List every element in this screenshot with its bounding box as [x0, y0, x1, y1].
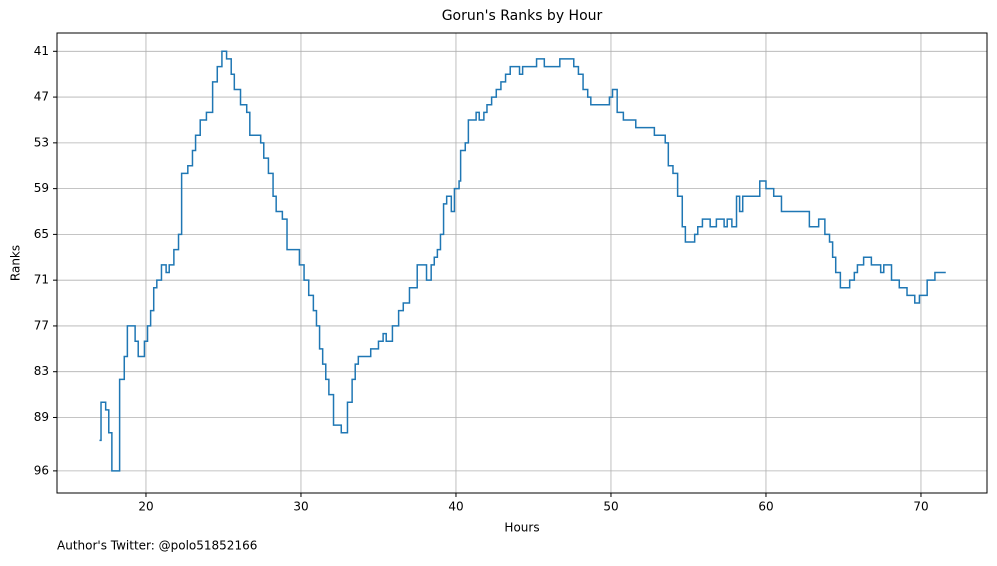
y-tick-label: 53 [34, 135, 49, 149]
y-tick-label: 89 [34, 410, 49, 424]
footnote: Author's Twitter: @polo51852166 [57, 539, 257, 553]
y-tick-label: 47 [34, 90, 49, 104]
x-tick-label: 70 [913, 500, 928, 514]
chart-title: Gorun's Ranks by Hour [442, 8, 603, 24]
y-tick-label: 41 [34, 44, 49, 58]
x-tick-label: 30 [293, 500, 308, 514]
y-tick-label: 59 [34, 181, 49, 195]
x-tick-label: 40 [448, 500, 463, 514]
y-tick-label: 71 [34, 273, 49, 287]
x-tick-label: 50 [603, 500, 618, 514]
y-tick-label: 77 [34, 318, 49, 332]
x-tick-label: 20 [138, 500, 153, 514]
y-tick-label: 83 [34, 364, 49, 378]
y-tick-label: 65 [34, 227, 49, 241]
x-tick-label: 60 [758, 500, 773, 514]
y-tick-label: 96 [34, 463, 49, 477]
x-axis-label: Hours [504, 521, 539, 535]
rank-line [99, 50, 946, 472]
plot-frame [56, 32, 988, 494]
y-axis-label: Ranks [9, 245, 23, 281]
